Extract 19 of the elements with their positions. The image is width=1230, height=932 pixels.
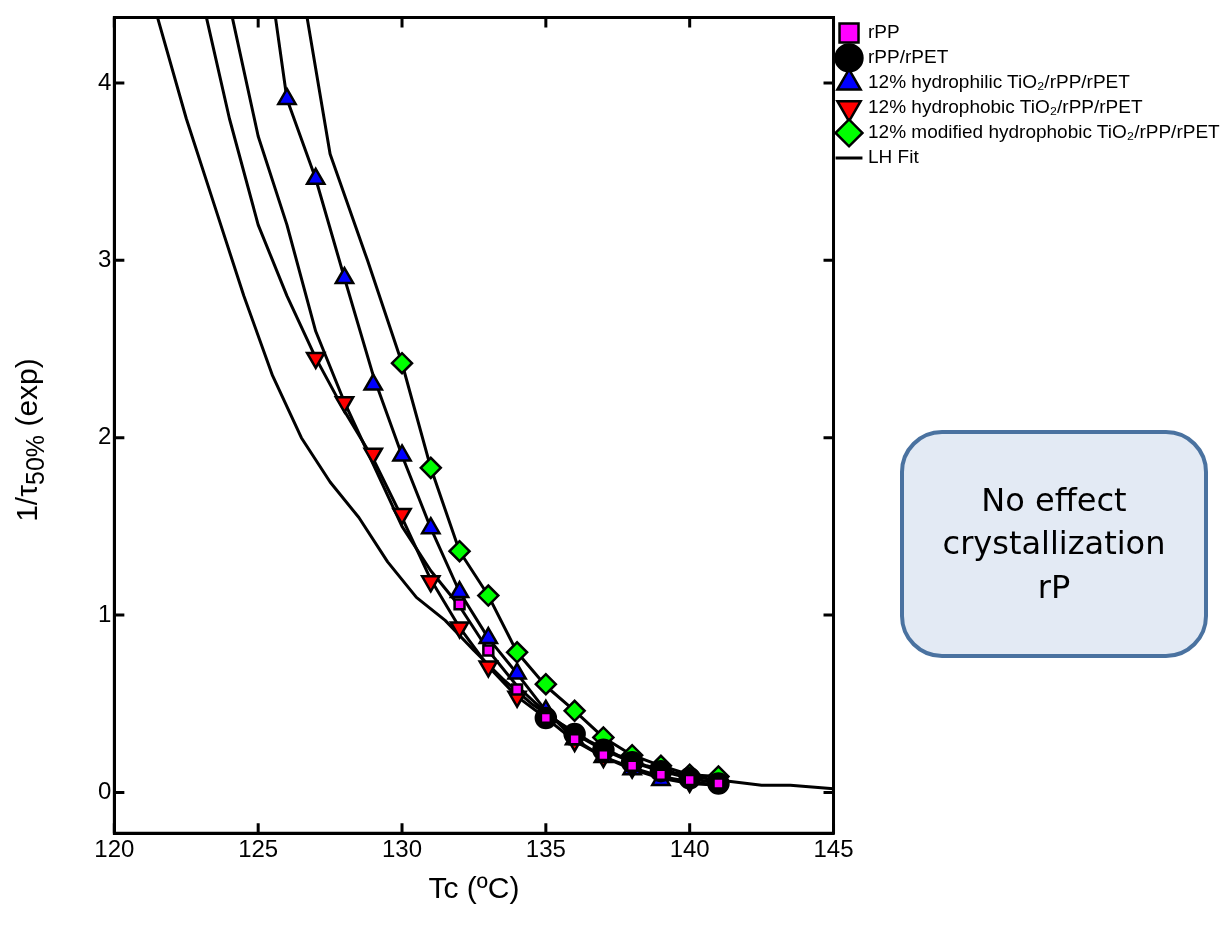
legend-label: 12% modified hydrophobic TiO₂/rPP/rPET bbox=[868, 121, 1221, 143]
x-tick-label: 120 bbox=[94, 835, 135, 863]
x-tick-label: 140 bbox=[669, 835, 710, 863]
y-tick-label: 3 bbox=[97, 244, 112, 272]
y-tick-label: 0 bbox=[97, 777, 112, 805]
y-tick-label: 4 bbox=[97, 67, 112, 95]
y-tick-label: 1 bbox=[97, 599, 112, 627]
x-tick-label: 145 bbox=[813, 835, 854, 863]
x-axis-title: Tc (ºC) bbox=[428, 871, 520, 905]
x-tick-label: 130 bbox=[381, 835, 423, 863]
legend-label: 12% hydrophobic TiO₂/rPP/rPET bbox=[868, 96, 1143, 118]
x-tick-label: 135 bbox=[525, 835, 566, 863]
legend-label: LH Fit bbox=[868, 146, 920, 168]
legend-label: 12% hydrophilic TiO₂/rPP/rPET bbox=[868, 71, 1131, 93]
text: No effect crystallization rP bbox=[900, 430, 1208, 658]
y-tick-label: 2 bbox=[97, 422, 112, 450]
legend-label: rPP/rPET bbox=[868, 46, 949, 68]
x-tick-label: 125 bbox=[238, 835, 279, 863]
legend-label: rPP bbox=[868, 21, 900, 43]
